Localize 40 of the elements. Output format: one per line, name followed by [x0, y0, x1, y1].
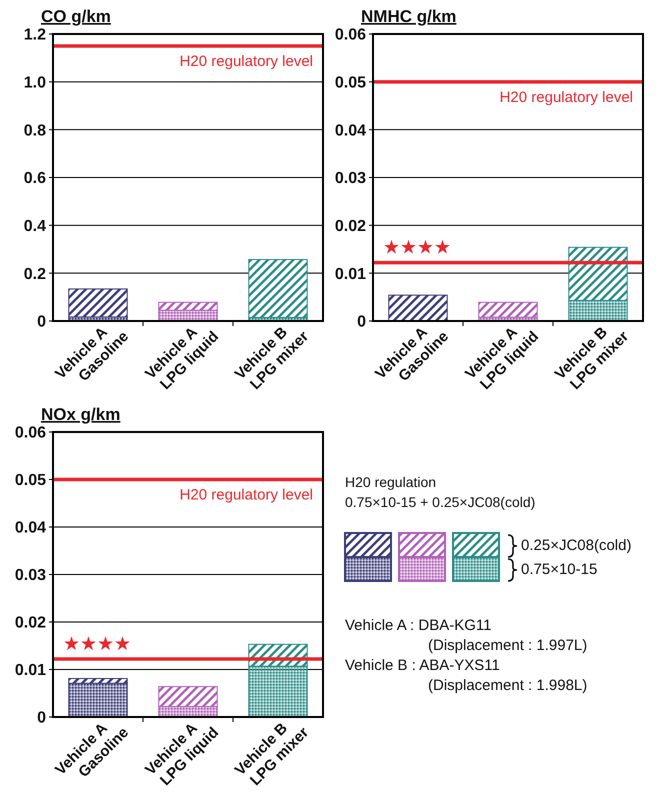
y-tick-label: 0.8 — [24, 122, 46, 140]
text: Vehicle B : ABA-YXS11 — [345, 657, 500, 674]
y-tick-label: 0.04 — [334, 122, 366, 140]
ref-line-label: H20 regulatory level — [500, 88, 633, 106]
bar — [248, 259, 308, 318]
y-tick-label: 0.06 — [334, 26, 366, 44]
ref-line-label: H20 regulatory level — [180, 52, 313, 70]
y-tick-label: 0.6 — [24, 170, 46, 188]
legend-title: H20 regulation 0.75×10-15 + 0.25×JC08(cold) — [345, 474, 536, 510]
y-tick-label: 0.01 — [14, 662, 46, 680]
y-tick-label: 0.03 — [334, 170, 366, 188]
bar — [68, 288, 128, 318]
chart-title: CO g/km — [41, 7, 111, 26]
y-tick-label: 0 — [357, 314, 366, 331]
y-tick-label: 0.06 — [14, 424, 46, 442]
chart-title: NMHC g/km — [361, 7, 456, 26]
y-tick-label: 0.04 — [14, 520, 46, 537]
y-tick-label: 0 — [37, 710, 46, 727]
text: (Displacement : 1.997L) — [428, 637, 588, 654]
y-tick-label: 1.2 — [24, 26, 46, 44]
y-tick-label: 0 — [37, 314, 46, 331]
y-tick-label: 0.02 — [334, 218, 366, 235]
text: (Displacement : 1.998L) — [428, 677, 588, 694]
bar — [478, 302, 538, 318]
ref-line-label: ★★★★ — [63, 634, 131, 656]
text: 0.25×JC08(cold) — [521, 537, 632, 554]
bar — [388, 294, 448, 322]
y-tick-label: 0.05 — [334, 74, 366, 92]
y-tick-label: 0.2 — [24, 266, 46, 283]
text: 0.75×10-15 — [521, 561, 598, 578]
y-tick-label: 0.4 — [24, 218, 46, 235]
y-tick-label: 0.01 — [334, 266, 366, 283]
text: Vehicle A : DBA-KG11 — [345, 617, 492, 634]
y-tick-label: 0.05 — [14, 472, 46, 490]
ref-line-label: ★★★★ — [383, 238, 451, 259]
ref-line-label: H20 regulatory level — [180, 486, 313, 504]
y-tick-label: 1.0 — [24, 74, 46, 92]
y-tick-label: 0.03 — [14, 567, 46, 584]
chart-title: NOx g/km — [41, 405, 120, 424]
y-tick-label: 0.02 — [14, 614, 46, 632]
